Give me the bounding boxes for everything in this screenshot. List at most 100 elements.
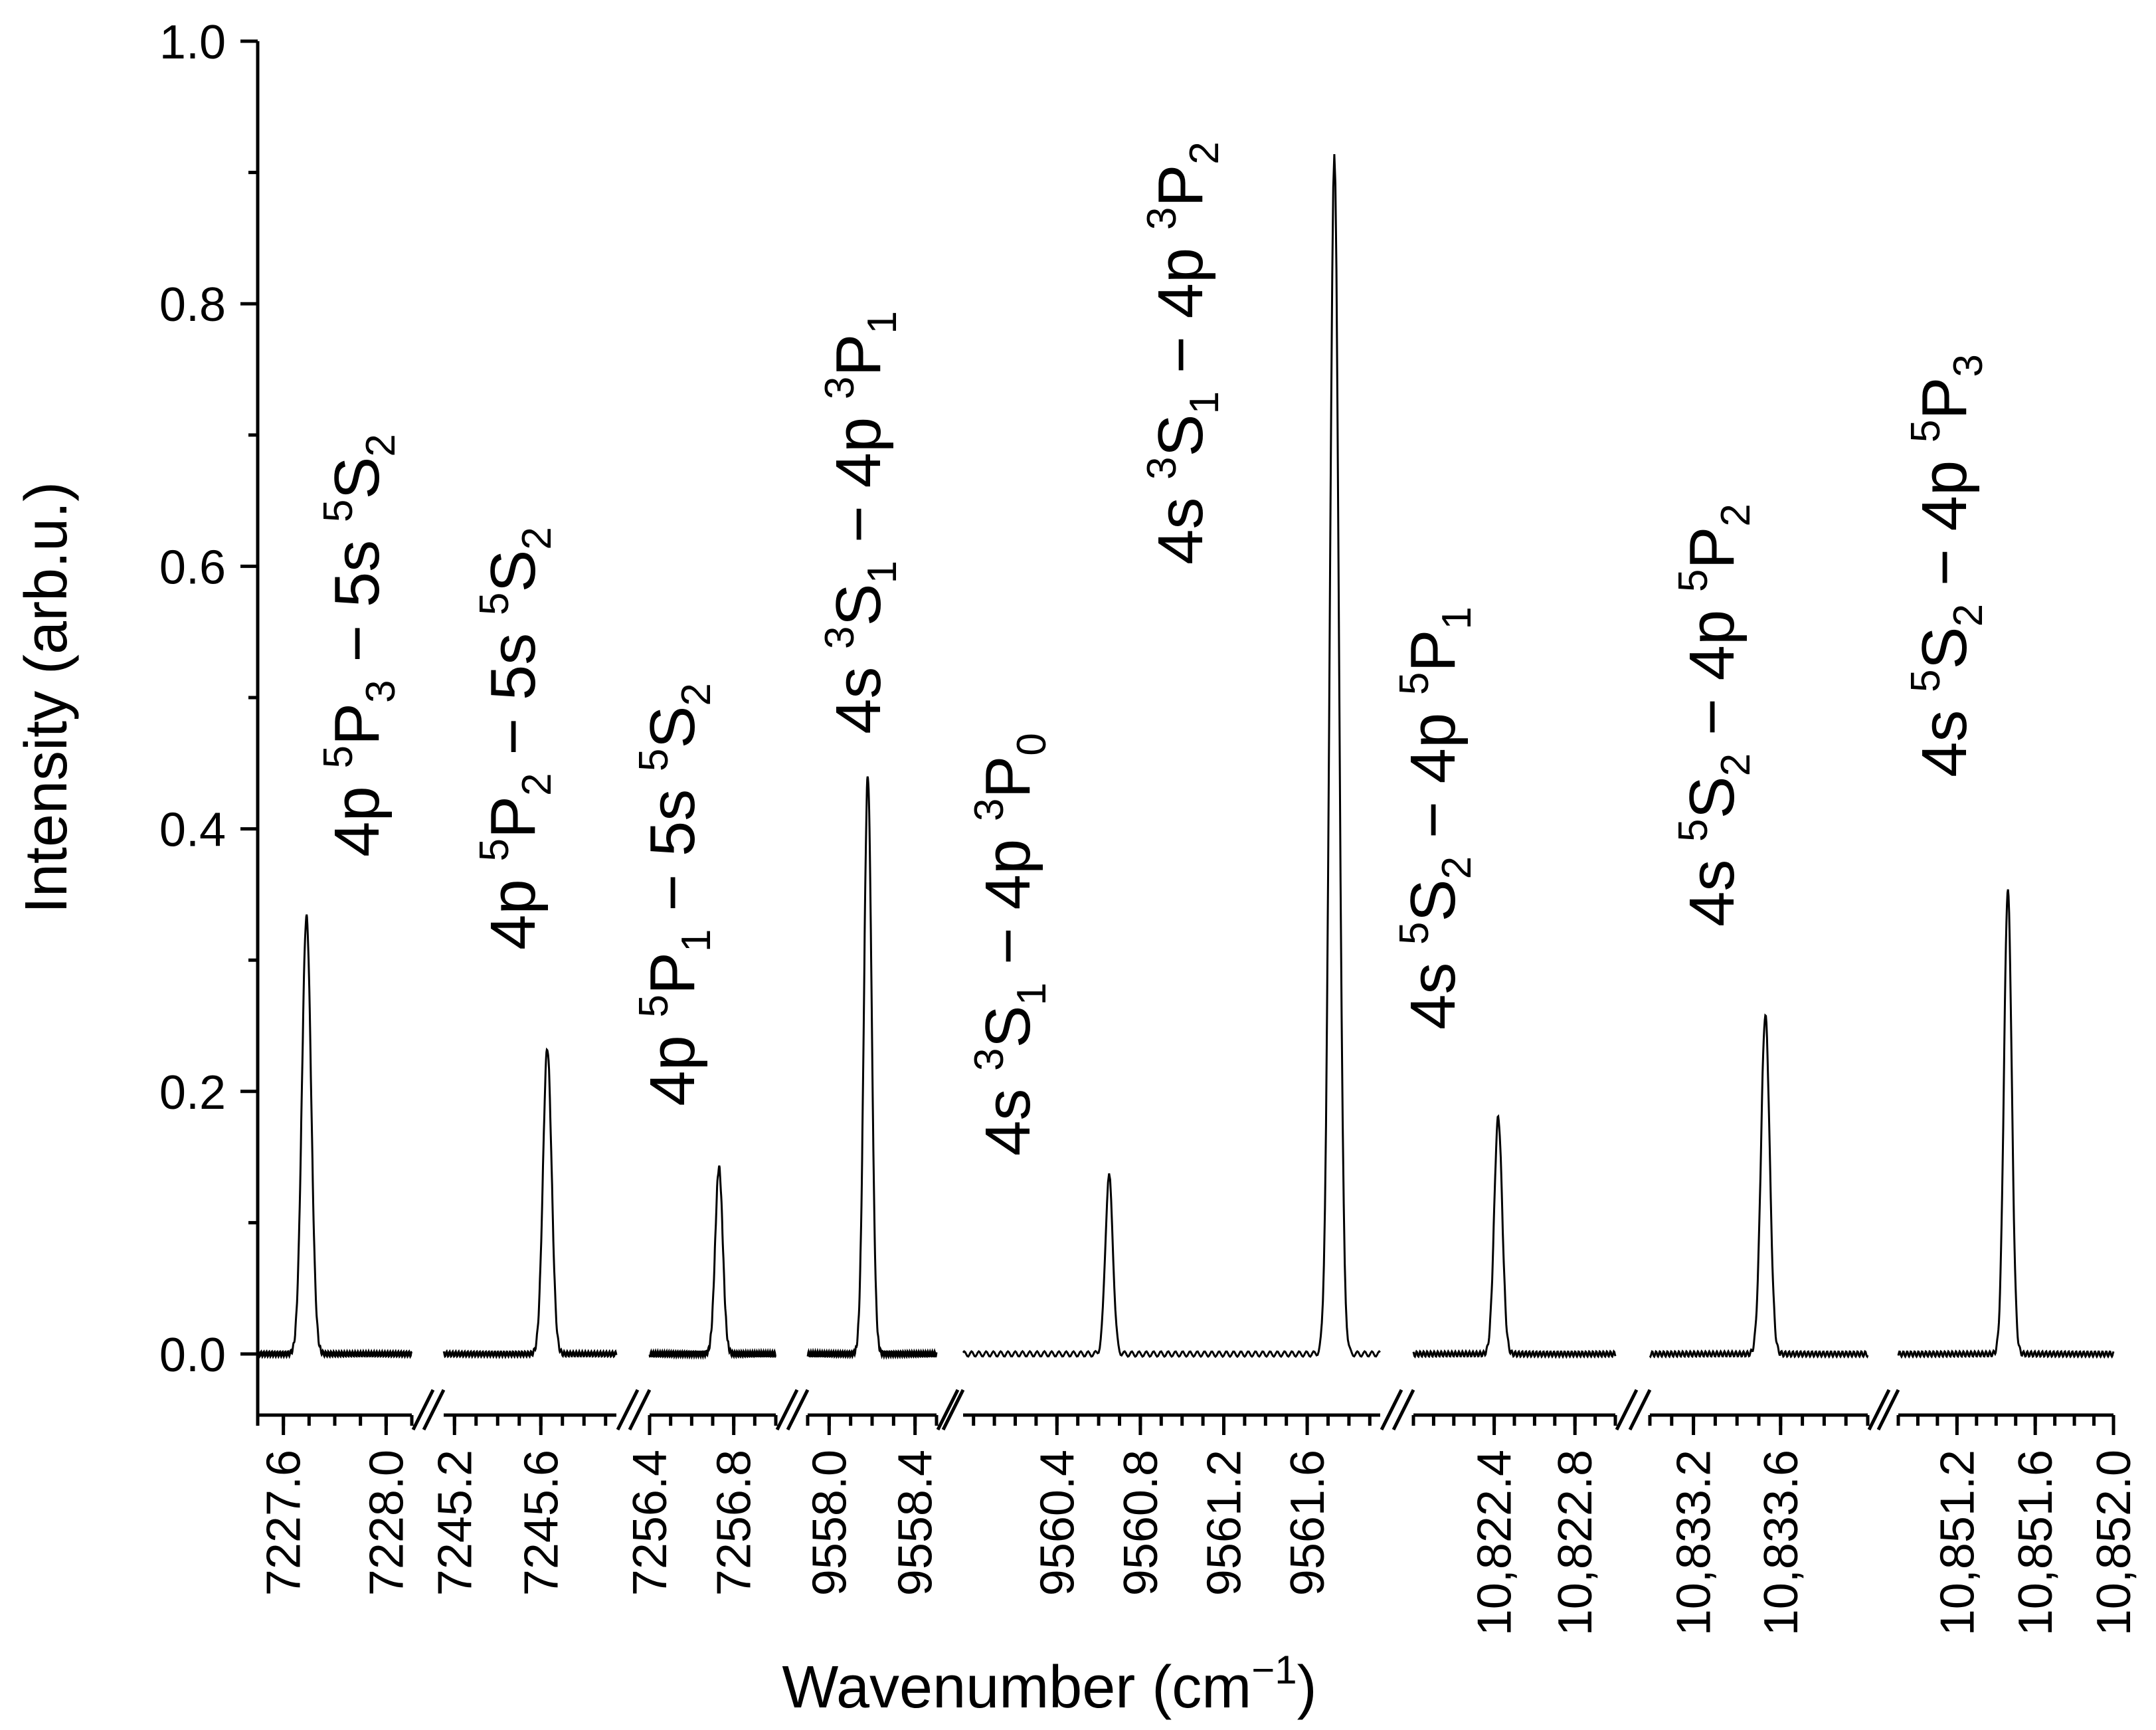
x-tick-label: 7245.6 xyxy=(515,1450,568,1596)
transition-label-part: 0 xyxy=(1009,733,1055,755)
transition-label-part: 2 xyxy=(1434,856,1480,879)
transition-label: 4s 3S1 − 4p 3P2 xyxy=(1139,142,1227,565)
transition-label-part: S xyxy=(1145,414,1216,456)
transition-label-part: 2 xyxy=(514,527,560,549)
transition-label-part: 1 xyxy=(859,311,905,334)
x-tick-label: 10,851.6 xyxy=(2009,1450,2062,1636)
transition-label-part: − 5s xyxy=(478,615,549,773)
transition-label-part: − 4p xyxy=(823,399,894,561)
axis-break-mark xyxy=(1867,1389,1891,1431)
transition-label-part: P xyxy=(1397,630,1469,672)
transition-label-part: S xyxy=(823,583,894,626)
transition-label-part: − 4p xyxy=(972,821,1043,983)
transition-label-part: 4s xyxy=(1397,945,1469,1030)
transition-label-part: 2 xyxy=(514,773,560,796)
transition-label-part: 4s xyxy=(1676,842,1748,927)
transition-label-part: − 4p xyxy=(1145,230,1216,391)
axis-break-mark xyxy=(1615,1389,1639,1431)
transition-label: 4s 3S1 − 4p 3P1 xyxy=(817,311,905,734)
x-tick-label: 10,833.2 xyxy=(1668,1450,1721,1636)
x-tick-label: 7228.0 xyxy=(360,1450,413,1596)
transition-label-part: 2 xyxy=(674,683,719,706)
transition-label: 4p 5P3 − 5s 5S2 xyxy=(315,434,404,857)
spectrum-line xyxy=(648,1165,776,1361)
transition-label-part: 1 xyxy=(1434,607,1480,629)
x-tick-label: 9560.4 xyxy=(1031,1450,1084,1596)
axis-break-mark xyxy=(411,1389,435,1431)
axis-break-mark xyxy=(936,1389,960,1431)
spectrum-line xyxy=(256,914,413,1360)
y-tick-label: 0.0 xyxy=(159,1329,226,1382)
transition-label-part: 3 xyxy=(966,1048,1012,1070)
transition-label-part: 1 xyxy=(859,561,905,583)
transition-label: 4p 5P2 − 5s 5S2 xyxy=(472,527,560,950)
transition-label-part: 5 xyxy=(631,995,677,1017)
axis-break-mark xyxy=(422,1389,446,1431)
transition-label-part: 3 xyxy=(358,680,404,703)
y-tick-label: 0.4 xyxy=(159,804,226,857)
transition-label-part: 4s xyxy=(972,1071,1043,1156)
transition-label-part: 3 xyxy=(1945,354,1991,377)
transition-label-part: P xyxy=(478,796,549,838)
spectrum-line xyxy=(806,776,938,1361)
transition-label-part: P xyxy=(637,952,708,995)
transition-label-part: S xyxy=(1676,776,1748,818)
x-tick-label: 9561.2 xyxy=(1198,1450,1251,1596)
x-tick-label: 7256.8 xyxy=(708,1450,761,1596)
transition-label-part: S xyxy=(478,550,549,593)
spectrum-line xyxy=(962,154,1381,1359)
transition-label-part: P xyxy=(823,334,894,377)
x-tick-label: 9560.8 xyxy=(1115,1450,1168,1596)
transition-label-part: 2 xyxy=(1713,753,1759,776)
x-tick-label: 9558.0 xyxy=(803,1450,856,1596)
transition-label: 4s 5S2 − 4p 5P3 xyxy=(1903,354,1991,777)
transition-label-part: S xyxy=(637,706,708,749)
axis-break-mark xyxy=(1380,1389,1403,1431)
transition-label-part: 3 xyxy=(817,626,863,648)
x-tick-label: 10,851.2 xyxy=(1931,1450,1984,1636)
transition-label-part: 4s xyxy=(1909,692,1980,777)
y-tick-label: 0.2 xyxy=(159,1066,226,1119)
x-tick-label: 7245.2 xyxy=(428,1450,482,1596)
transition-label-part: − 4p xyxy=(1909,442,1980,604)
axis-break-mark xyxy=(941,1389,965,1431)
transition-label: 4s 5S2 − 4p 5P2 xyxy=(1670,504,1759,927)
transition-label-part: − 5s xyxy=(321,522,393,680)
spectrum-line xyxy=(1649,1013,1869,1359)
axis-break-mark xyxy=(1392,1389,1415,1431)
transition-label-part: 2 xyxy=(1945,604,1991,626)
transition-label-part: 2 xyxy=(358,434,404,456)
transition-label-part: 3 xyxy=(1139,456,1185,479)
transition-label-part: 2 xyxy=(1713,504,1759,526)
transition-label-part: 2 xyxy=(1182,142,1227,164)
spectrum-line xyxy=(1897,889,2115,1359)
y-tick-label: 1.0 xyxy=(159,16,226,69)
transition-label-part: 5 xyxy=(1903,420,1949,442)
transition-label-part: 5 xyxy=(1903,669,1949,692)
transition-label-part: 1 xyxy=(674,929,719,952)
transition-label-part: 1 xyxy=(1009,983,1055,1005)
spectrum-line xyxy=(442,1047,618,1359)
transition-label-part: 3 xyxy=(1139,207,1185,230)
axis-break-mark xyxy=(775,1389,799,1431)
x-tick-label: 10,822.8 xyxy=(1549,1450,1602,1636)
transition-label-part: 1 xyxy=(1182,391,1227,414)
transition-label-part: − 4p xyxy=(1397,695,1469,856)
transition-label-part: 5 xyxy=(1670,569,1716,592)
x-tick-label: 10,833.6 xyxy=(1755,1450,1808,1636)
transition-label-part: 3 xyxy=(817,377,863,399)
transition-label: 4s 5S2 − 4p 5P1 xyxy=(1392,607,1480,1030)
spectrum-line xyxy=(1412,1114,1617,1359)
transition-label-part: P xyxy=(321,703,393,745)
transition-label-part: 5 xyxy=(472,838,517,861)
transition-label-part: 5 xyxy=(1392,672,1437,695)
transition-label-part: 4p xyxy=(321,769,393,857)
transition-label-part: 5 xyxy=(631,749,677,771)
transition-label-part: 5 xyxy=(1392,921,1437,944)
transition-label-part: P xyxy=(1676,527,1748,569)
transition-label-part: 4p xyxy=(637,1018,708,1106)
y-tick-label: 0.6 xyxy=(159,541,226,594)
x-tick-label: 9558.4 xyxy=(889,1450,943,1596)
transition-label-part: S xyxy=(972,1005,1043,1048)
